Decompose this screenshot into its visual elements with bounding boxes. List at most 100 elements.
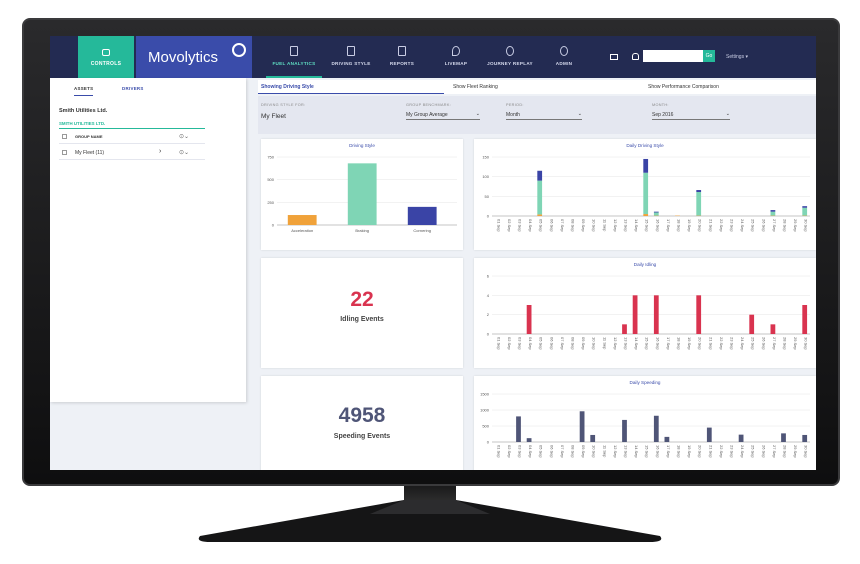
x-tick-label: 17 Sep: [666, 337, 671, 350]
row-checkbox[interactable]: [62, 150, 67, 155]
bar: [653, 211, 659, 213]
tab-performance-comparison[interactable]: Show Performance Comparison: [648, 84, 719, 90]
bar: [653, 415, 659, 442]
controls-button[interactable]: CONTROLS: [78, 36, 134, 78]
nav-admin[interactable]: ADMIN: [542, 36, 586, 78]
group-name-header[interactable]: GROUP NAME: [75, 134, 103, 139]
x-tick-label: 10 Sep: [592, 219, 597, 232]
x-tick-label: 25 Sep: [751, 337, 756, 350]
x-tick-label: 12 Sep: [613, 219, 618, 232]
search-input[interactable]: [643, 50, 703, 62]
group-heading[interactable]: SMITH UTILITIES LTD.: [59, 121, 106, 126]
tab-assets[interactable]: ASSETS: [74, 86, 94, 96]
bar: [526, 438, 532, 442]
x-tick-label: 10 Sep: [592, 337, 597, 350]
chevron-down-icon: ⌄: [577, 111, 582, 117]
map-pin-icon: [452, 46, 460, 56]
bell-icon[interactable]: [632, 53, 639, 60]
y-tick-label: 150: [482, 155, 489, 160]
row-menu-icon[interactable]: ⊙⌄: [179, 150, 190, 156]
document-icon: [398, 46, 406, 56]
x-tick-label: 29 Sep: [793, 219, 798, 232]
company-name: Smith Utilities Ltd.: [59, 108, 108, 114]
x-tick-label: 15 Sep: [645, 337, 650, 350]
x-tick-label: 13 Sep: [624, 337, 629, 350]
active-tab-indicator: [258, 93, 444, 94]
nav-label: JOURNEY REPLAY: [487, 61, 533, 66]
benchmark-label: GROUP BENCHMARK:: [406, 103, 452, 107]
x-tick-label: 26 Sep: [761, 219, 766, 232]
tab-fleet-ranking[interactable]: Show Fleet Ranking: [453, 84, 498, 90]
y-tick-label: 4: [487, 293, 490, 298]
settings-menu[interactable]: Settings ▾: [726, 54, 748, 60]
tab-drivers[interactable]: DRIVERS: [122, 86, 144, 91]
x-tick-label: 11 Sep: [602, 337, 607, 350]
period-label: PERIOD:: [506, 103, 524, 107]
x-tick-label: 26 Sep: [761, 445, 766, 458]
style-for-value: My Fleet: [261, 113, 286, 120]
x-tick-label: 01 Sep: [496, 337, 501, 350]
x-tick-label: 30 Sep: [804, 219, 809, 232]
sidebar: ASSETS DRIVERS Smith Utilities Ltd. SMIT…: [50, 78, 246, 402]
x-tick-label: 02 Sep: [507, 337, 512, 350]
select-all-checkbox[interactable]: [62, 134, 67, 139]
daily-idling-chart: 0 2 4 6 01 Sep 02 Sep 03 Sep 04 Sep 05 Sep 06 Sep…: [487, 274, 810, 350]
bar: [802, 305, 808, 334]
x-tick-label: 06 Sep: [549, 445, 554, 458]
x-tick-label: 09 Sep: [581, 337, 586, 350]
nav-fuel-analytics[interactable]: FUEL ANALYTICS: [266, 36, 322, 78]
period-select[interactable]: Month ⌄: [506, 111, 582, 120]
go-button[interactable]: Go: [703, 50, 715, 62]
tv-stand-base: [198, 500, 662, 542]
brand-gear-icon: [232, 43, 246, 57]
bar: [347, 163, 377, 225]
x-tick-label: 11 Sep: [602, 445, 607, 458]
bar: [590, 434, 596, 442]
chevron-down-icon[interactable]: ⊙⌄: [179, 134, 190, 140]
y-tick-label: 500: [267, 177, 274, 182]
bar: [622, 419, 627, 442]
x-tick-label: 06 Sep: [549, 337, 554, 350]
x-tick-label: 30 Sep: [804, 337, 809, 350]
y-tick-label: 1000: [480, 408, 490, 413]
chevron-down-icon: ⌄: [725, 111, 730, 117]
speeding-count: 4958: [338, 404, 386, 427]
x-tick-label: 02 Sep: [507, 219, 512, 232]
nav-driving-style[interactable]: DRIVING STYLE: [326, 36, 376, 78]
nav-journey-replay[interactable]: JOURNEY REPLAY: [482, 36, 538, 78]
nav-livemap[interactable]: LIVEMAP: [434, 36, 478, 78]
controls-label: CONTROLS: [90, 61, 122, 67]
x-tick-label: 14 Sep: [634, 219, 639, 232]
month-select[interactable]: Sep 2016 ⌄: [652, 111, 730, 120]
app-screen: CONTROLS Movolytics FUEL ANALYTICS DRIVI…: [50, 36, 816, 470]
mail-icon[interactable]: [610, 54, 618, 60]
x-tick-label: 24 Sep: [740, 445, 745, 458]
bar: [696, 192, 702, 216]
bar: [802, 207, 808, 216]
nav-reports[interactable]: REPORTS: [380, 36, 424, 78]
bar: [643, 158, 649, 173]
fleet-name: My Fleet (11): [75, 150, 105, 156]
x-tick-label: 14 Sep: [634, 445, 639, 458]
chevron-right-icon[interactable]: ›: [159, 148, 162, 155]
x-tick-label: 07 Sep: [560, 337, 565, 350]
y-tick-label: 250: [267, 200, 274, 205]
settings-label: Settings: [726, 54, 745, 60]
tab-showing-driving-style[interactable]: Showing Driving Style: [261, 84, 314, 90]
bar: [537, 180, 543, 215]
chevron-down-icon: ⌄: [475, 111, 480, 117]
benchmark-select[interactable]: My Group Average ⌄: [406, 111, 480, 120]
brand-logo[interactable]: Movolytics: [136, 36, 252, 78]
x-tick-label: 23 Sep: [730, 445, 735, 458]
x-tick-label: 01 Sep: [496, 219, 501, 232]
bar: [696, 295, 702, 334]
x-tick-label: 04 Sep: [528, 445, 533, 458]
list-item[interactable]: My Fleet (11) › ⊙⌄: [59, 146, 205, 160]
x-tick-label: 18 Sep: [677, 445, 682, 458]
x-tick-label: 24 Sep: [740, 219, 745, 232]
x-tick-label: 08 Sep: [571, 445, 576, 458]
x-tick-label: 03 Sep: [518, 445, 523, 458]
x-tick-label: 02 Sep: [507, 445, 512, 458]
bar: [770, 324, 776, 334]
